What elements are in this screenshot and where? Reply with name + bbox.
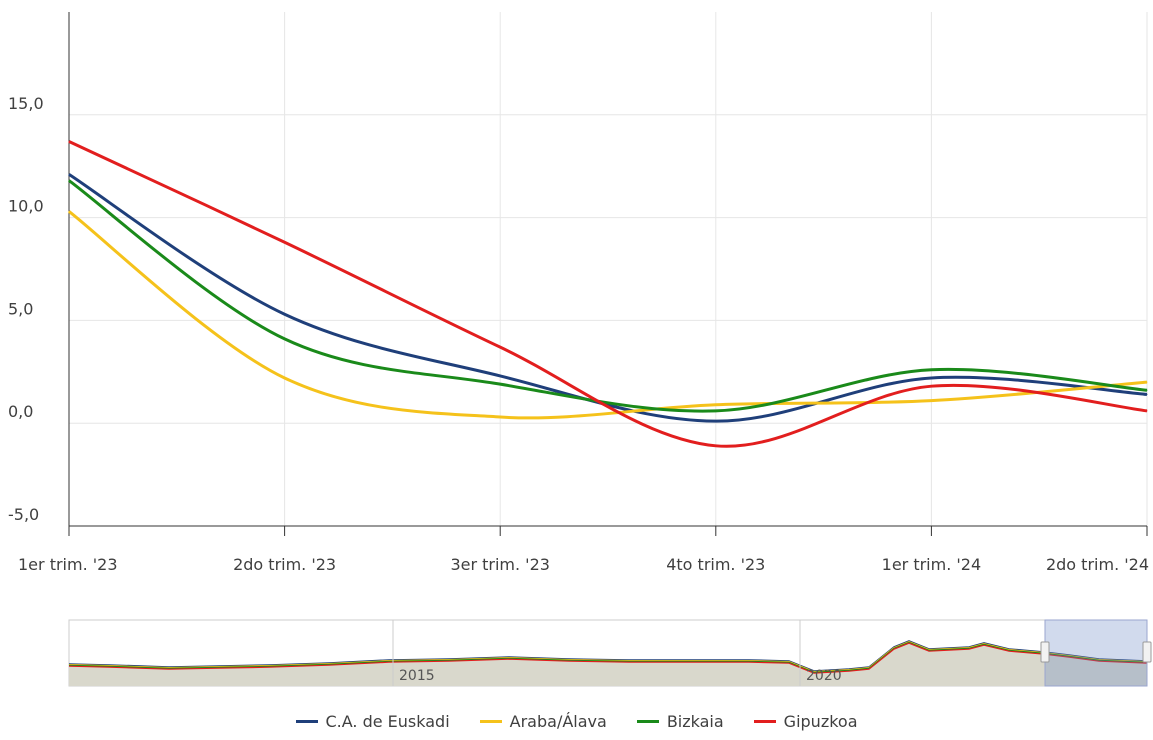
navigator-series	[68, 640, 1148, 672]
x-tick-label: 3er trim. '23	[450, 555, 550, 574]
legend-item[interactable]: Gipuzkoa	[753, 712, 858, 731]
legend-label: Gipuzkoa	[783, 712, 858, 731]
data-point[interactable]	[1146, 389, 1148, 391]
data-point[interactable]	[715, 404, 717, 406]
data-point[interactable]	[715, 420, 717, 422]
data-point[interactable]	[499, 416, 501, 418]
y-tick-label: 0,0	[8, 402, 33, 421]
data-point[interactable]	[715, 445, 717, 447]
navigator-series	[68, 642, 1148, 674]
navigator-year-label: 2020	[806, 668, 842, 684]
legend-item[interactable]: Bizkaia	[636, 712, 724, 731]
legend-label: Bizkaia	[666, 712, 724, 731]
legend-swatch	[636, 720, 659, 723]
x-tick-label: 4to trim. '23	[666, 555, 765, 574]
navigator-year-label: 2015	[399, 668, 435, 684]
data-point[interactable]	[499, 346, 501, 348]
data-point[interactable]	[284, 377, 286, 379]
x-tick-label: 1er trim. '23	[18, 555, 118, 574]
data-point[interactable]	[930, 377, 932, 379]
legend-label: C.A. de Euskadi	[325, 712, 450, 731]
navigator-series	[68, 641, 1148, 674]
legend-item[interactable]: C.A. de Euskadi	[295, 712, 450, 731]
data-point[interactable]	[930, 369, 932, 371]
legend: C.A. de Euskadi Araba/Álava Bizkaia Gipuzko…	[0, 712, 1153, 731]
y-tick-label: 10,0	[8, 197, 44, 216]
series-line-3[interactable]	[68, 140, 1148, 448]
main-chart: -5,0 0,0 5,0 10,0 15,0 1er trim. '23 2do trim.…	[8, 12, 1149, 574]
data-point[interactable]	[68, 141, 70, 143]
y-tick-label: 5,0	[8, 299, 33, 318]
navigator[interactable]: 2015 2020	[0, 612, 1153, 692]
axis-layer	[68, 12, 1148, 536]
data-point[interactable]	[499, 383, 501, 385]
legend-item[interactable]: Araba/Álava	[479, 712, 607, 731]
series-layer	[68, 140, 1148, 448]
legend-swatch	[479, 720, 502, 723]
navigator-handle-left[interactable]	[1040, 641, 1050, 663]
x-tick-label: 2do trim. '24	[1046, 555, 1149, 574]
data-point[interactable]	[284, 313, 286, 315]
data-point[interactable]	[930, 385, 932, 387]
data-point[interactable]	[499, 375, 501, 377]
navigator-handle-right[interactable]	[1142, 641, 1152, 663]
navigator-series	[68, 640, 1148, 673]
grid-layer	[68, 12, 1148, 527]
y-tick-label: 15,0	[8, 94, 44, 113]
data-point[interactable]	[930, 400, 932, 402]
data-point[interactable]	[68, 173, 70, 175]
navigator-area	[69, 642, 1147, 686]
data-point[interactable]	[68, 180, 70, 182]
series-line-1[interactable]	[68, 210, 1148, 420]
legend-swatch	[753, 720, 776, 723]
x-tick-label: 2do trim. '23	[233, 555, 336, 574]
legend-label: Araba/Álava	[509, 712, 607, 731]
navigator-layer: 2015 2020	[68, 619, 1152, 687]
data-point[interactable]	[715, 410, 717, 412]
data-point[interactable]	[68, 210, 70, 212]
y-tick-label: -5,0	[8, 505, 39, 524]
series-line-2[interactable]	[68, 179, 1148, 413]
navigator-selection[interactable]	[1044, 619, 1148, 687]
x-tick-label: 1er trim. '24	[882, 555, 982, 574]
label-layer: -5,0 0,0 5,0 10,0 15,0 1er trim. '23 2do trim.…	[8, 94, 1149, 574]
data-point[interactable]	[1146, 381, 1148, 383]
data-point[interactable]	[1146, 393, 1148, 395]
data-point[interactable]	[284, 338, 286, 340]
series-line-0[interactable]	[68, 173, 1148, 423]
legend-swatch	[295, 720, 318, 723]
data-point[interactable]	[284, 241, 286, 243]
data-point[interactable]	[1146, 410, 1148, 412]
